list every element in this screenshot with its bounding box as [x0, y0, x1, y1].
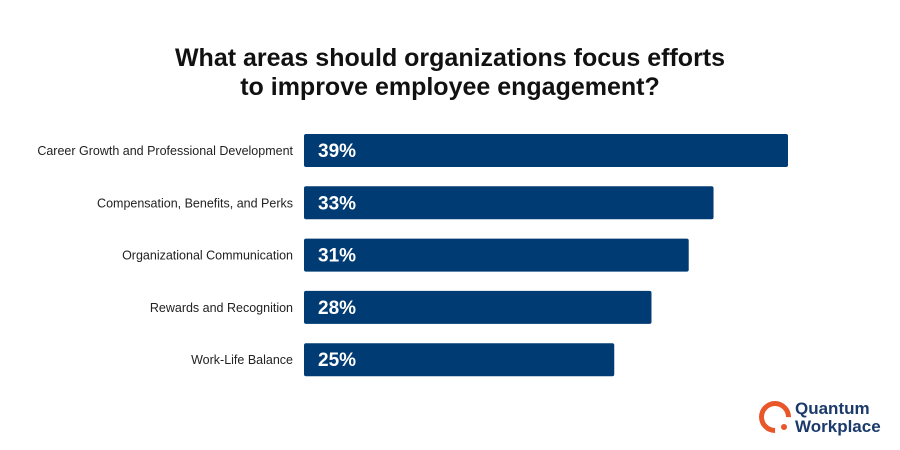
category-label: Work-Life Balance — [191, 353, 293, 367]
logo-text: Quantum Workplace — [795, 400, 881, 436]
title-line-2: to improve employee engagement? — [240, 73, 660, 101]
data-label: 33% — [318, 193, 356, 214]
logo-dot-icon — [781, 424, 787, 430]
bar — [304, 186, 714, 220]
category-label: Rewards and Recognition — [150, 301, 293, 315]
category-label: Compensation, Benefits, and Perks — [97, 196, 293, 210]
bar — [304, 238, 689, 272]
chart-title: What areas should organizations focus ef… — [0, 44, 900, 102]
category-label: Career Growth and Professional Developme… — [37, 144, 293, 158]
logo-line-2: Workplace — [795, 417, 881, 436]
bar — [304, 134, 788, 167]
logo-line-1: Quantum — [795, 399, 870, 418]
data-label: 25% — [318, 350, 356, 371]
bar — [304, 343, 615, 377]
bar — [304, 290, 652, 324]
logo-ring-icon — [752, 394, 798, 440]
data-label: 31% — [318, 246, 356, 267]
title-line-1: What areas should organizations focus ef… — [174, 44, 726, 72]
category-label: Organizational Communication — [122, 249, 293, 263]
data-label: 39% — [318, 141, 356, 162]
data-label: 28% — [318, 298, 356, 319]
quantum-workplace-logo: Quantum Workplace — [752, 394, 897, 440]
